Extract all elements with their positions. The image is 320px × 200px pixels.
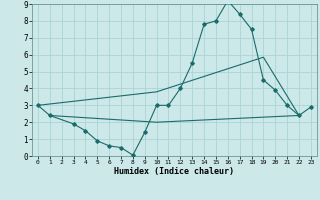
X-axis label: Humidex (Indice chaleur): Humidex (Indice chaleur) bbox=[115, 167, 234, 176]
